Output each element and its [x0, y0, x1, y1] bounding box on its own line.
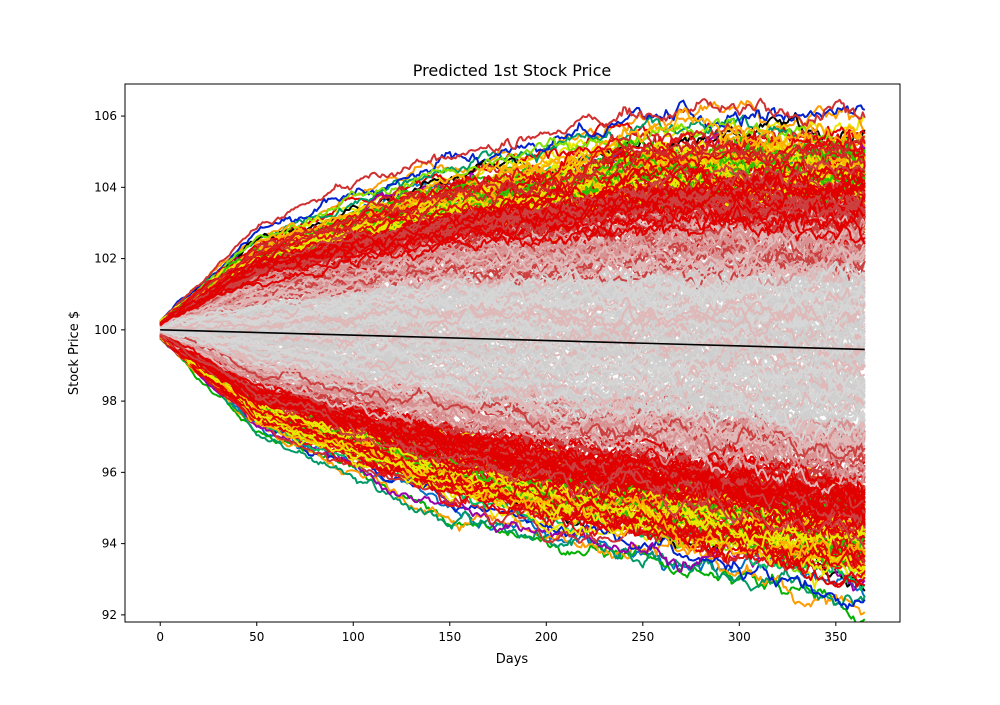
simulated-path: [159, 277, 866, 329]
simulated-path: [160, 329, 866, 384]
simulated-path: [159, 336, 866, 576]
simulated-path: [159, 247, 866, 329]
x-tick-label: 300: [728, 630, 751, 644]
y-tick-label: 92: [102, 608, 117, 622]
chart-title: Predicted 1st Stock Price: [413, 61, 611, 80]
simulated-path: [159, 331, 866, 430]
simulated-path: [159, 330, 866, 395]
simulated-path: [159, 179, 866, 326]
simulated-paths: [159, 97, 866, 622]
x-tick-label: 350: [824, 630, 847, 644]
y-axis-label: Stock Price $: [67, 311, 82, 395]
simulated-path: [159, 335, 866, 560]
simulated-path: [159, 337, 866, 616]
simulated-path: [159, 333, 866, 550]
simulated-path: [159, 97, 866, 323]
y-tick-label: 104: [94, 180, 117, 194]
simulated-path: [159, 243, 866, 327]
simulated-path: [159, 139, 866, 325]
y-tick-label: 98: [102, 394, 117, 408]
simulated-path: [159, 117, 866, 322]
simulated-path: [159, 212, 866, 327]
simulated-path: [160, 330, 866, 397]
x-tick-label: 100: [342, 630, 365, 644]
x-tick-label: 0: [156, 630, 164, 644]
simulated-path: [159, 195, 866, 326]
x-tick-label: 200: [535, 630, 558, 644]
y-axis: 92 94 96 98 100 102 104 106: [94, 109, 125, 622]
simulated-path: [160, 332, 866, 485]
simulated-path: [159, 335, 866, 570]
y-tick-label: 96: [102, 465, 117, 479]
simulated-path: [160, 333, 866, 485]
y-tick-label: 106: [94, 109, 117, 123]
simulated-path: [159, 263, 866, 329]
simulated-path: [159, 331, 866, 447]
simulated-path: [159, 331, 866, 444]
mean-price-line: [160, 329, 865, 351]
simulated-path: [159, 326, 866, 379]
simulated-path: [159, 334, 865, 514]
x-tick-label: 250: [631, 630, 654, 644]
simulated-path: [160, 331, 866, 449]
simulated-path: [159, 337, 866, 609]
simulated-path: [159, 217, 866, 328]
simulated-path: [159, 317, 866, 358]
x-tick-label: 50: [249, 630, 264, 644]
simulated-path: [159, 228, 866, 327]
plot-frame: [124, 83, 901, 623]
series-layer: [160, 329, 865, 351]
y-tick-label: 100: [94, 323, 117, 337]
simulated-path: [159, 285, 865, 330]
simulated-path: [160, 329, 866, 413]
x-axis: 0 50 100 150 200 250 300 350: [156, 622, 847, 644]
x-tick-label: 150: [438, 630, 461, 644]
simulated-path: [160, 276, 865, 330]
y-tick-label: 94: [102, 537, 117, 551]
x-axis-label: Days: [496, 652, 529, 667]
simulated-path: [159, 174, 866, 326]
simulated-path: [159, 323, 865, 371]
simulated-path: [159, 333, 866, 508]
y-tick-label: 102: [94, 252, 117, 266]
simulated-path: [160, 287, 866, 338]
simulated-path: [159, 334, 866, 499]
